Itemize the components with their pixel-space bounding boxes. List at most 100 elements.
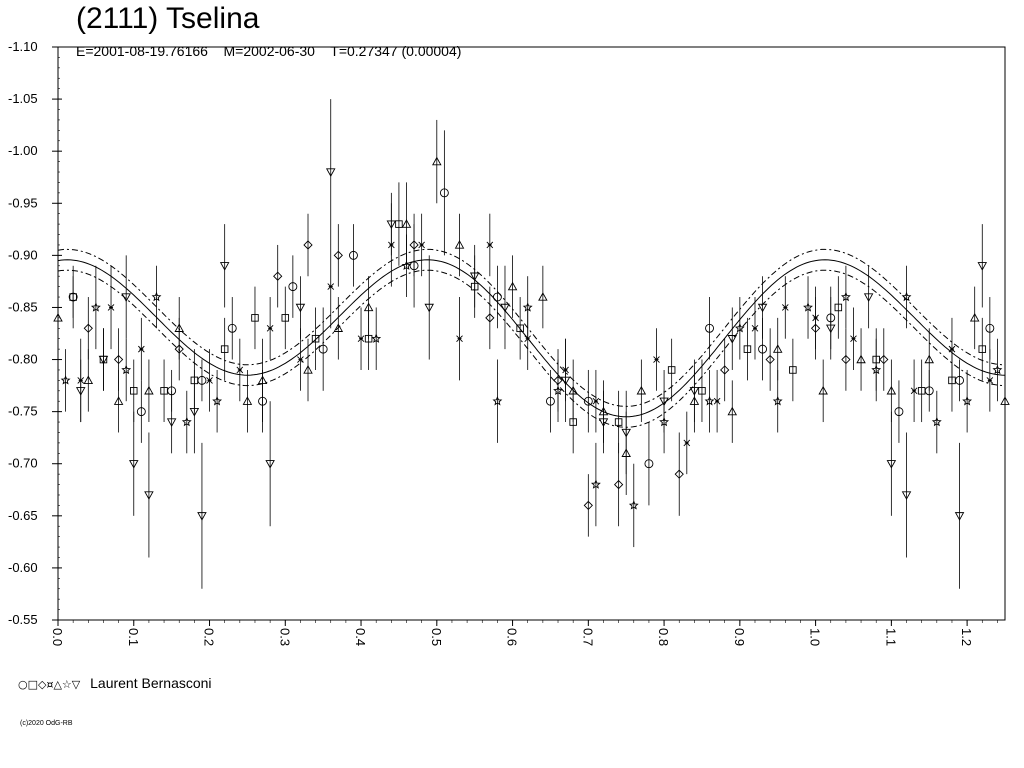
data-point	[121, 255, 131, 339]
data-point	[621, 390, 631, 475]
data-point	[281, 286, 290, 350]
data-point	[357, 307, 365, 370]
data-point	[311, 307, 320, 370]
diamond-marker	[765, 354, 775, 365]
triangle-down-marker	[219, 262, 230, 271]
star-marker	[962, 395, 973, 406]
data-point	[486, 213, 494, 277]
circle-marker	[492, 292, 502, 302]
triangle-up-marker	[636, 385, 647, 395]
square-marker	[698, 387, 706, 395]
data-points-group	[53, 99, 1010, 589]
x-tick-label: 0.4	[353, 628, 368, 646]
data-point	[834, 276, 843, 339]
lightcurve-plot: -1.10 -1.05 -1.00 -0.95 -0.90 -0.85 -0.80 -0.75…	[8, 39, 1010, 646]
data-point	[492, 359, 503, 443]
triangle-down-marker	[386, 220, 397, 230]
legend-observer-name: Laurent Bernasconi	[90, 675, 212, 691]
triangle-down-marker	[560, 376, 571, 386]
data-point	[144, 432, 154, 558]
data-point	[395, 182, 403, 266]
data-point	[583, 474, 593, 537]
cross-marker	[357, 335, 365, 343]
data-point	[545, 369, 555, 433]
data-point	[197, 359, 207, 402]
data-point	[318, 307, 328, 391]
legend: ○□◇¤△☆▽ Laurent Bernasconi	[18, 675, 212, 691]
star-marker	[60, 375, 71, 385]
x-tick-label: 0.8	[656, 628, 671, 646]
y-tick-label: -1.10	[8, 39, 38, 54]
star-marker	[901, 291, 912, 302]
data-point	[212, 369, 223, 433]
data-point	[53, 286, 63, 350]
data-point	[674, 432, 684, 516]
triangle-up-marker	[242, 396, 253, 405]
data-point	[683, 411, 691, 475]
star-marker	[522, 302, 533, 312]
data-point	[560, 338, 571, 423]
cross-marker	[850, 335, 857, 343]
x-tick-label: 0.9	[732, 628, 747, 646]
data-point	[418, 213, 425, 277]
data-point	[297, 328, 304, 391]
diamond-marker	[674, 469, 684, 479]
data-point	[288, 255, 298, 318]
circle-marker	[349, 250, 358, 260]
data-point	[698, 359, 706, 423]
star-marker	[772, 395, 783, 406]
data-point	[886, 411, 897, 516]
data-point	[189, 369, 200, 454]
triangle-up-marker	[538, 292, 548, 301]
data-point	[401, 234, 412, 298]
data-point	[83, 349, 94, 412]
triangle-up-marker	[144, 385, 154, 395]
data-point	[765, 328, 775, 391]
triangle-down-marker	[727, 335, 738, 344]
data-point	[516, 297, 524, 360]
cross-marker	[456, 335, 463, 343]
y-tick-label: -0.80	[8, 352, 38, 367]
diamond-marker	[273, 271, 283, 281]
data-point	[667, 338, 676, 402]
x-tick-label: 0.3	[277, 628, 292, 646]
diamond-marker	[841, 354, 851, 365]
star-marker	[992, 364, 1003, 375]
data-point	[713, 369, 721, 433]
data-point	[60, 349, 71, 412]
square-marker	[978, 345, 987, 353]
data-point	[273, 244, 283, 308]
cross-marker	[653, 356, 660, 363]
triangle-down-marker	[144, 491, 154, 500]
data-point	[757, 276, 768, 339]
triangle-down-marker	[265, 460, 275, 469]
triangle-down-marker	[863, 293, 874, 302]
star-marker	[628, 500, 639, 510]
y-tick-label: -0.85	[8, 299, 38, 314]
star-marker	[212, 396, 223, 406]
y-tick-label: -0.65	[8, 508, 38, 523]
data-point	[303, 338, 313, 402]
data-point	[424, 255, 434, 360]
star-marker	[121, 364, 132, 375]
square-marker	[160, 387, 168, 395]
data-point	[454, 213, 465, 277]
star-marker	[704, 395, 715, 406]
triangle-up-marker	[401, 219, 412, 228]
data-point	[751, 297, 759, 360]
triangle-down-marker	[886, 460, 897, 469]
data-point	[166, 390, 177, 454]
triangle-down-marker	[197, 512, 207, 521]
data-point	[636, 359, 647, 423]
triangle-up-marker	[113, 396, 124, 405]
data-point	[128, 411, 139, 516]
triangle-up-marker	[727, 406, 738, 416]
data-point	[863, 265, 874, 329]
star-marker	[734, 323, 745, 333]
data-point	[704, 369, 715, 433]
triangle-down-marker	[621, 428, 631, 438]
data-point	[825, 297, 836, 360]
cross-marker	[486, 241, 494, 249]
data-point	[181, 390, 192, 454]
data-point	[644, 422, 654, 506]
